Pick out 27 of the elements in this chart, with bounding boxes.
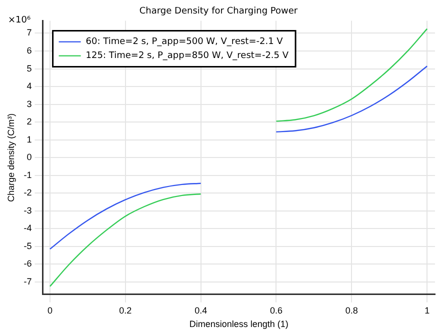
y-tick-label: 5 [26, 63, 32, 74]
y-tick-label: 2 [26, 116, 32, 127]
y-tick-label: 0 [26, 152, 32, 162]
y-tick-label: -3 [24, 205, 32, 216]
y-tick-label: -5 [24, 240, 32, 251]
y-tick-label: 4 [26, 81, 32, 92]
y-tick-label: -6 [24, 258, 32, 269]
x-tick-label: 0.2 [119, 305, 132, 316]
x-axis-title: Dimensionless length (1) [189, 319, 288, 330]
x-tick-label: 0.6 [270, 305, 282, 316]
y-tick-label: 7 [26, 28, 32, 38]
chart-title: Charge Density for Charging Power [139, 6, 298, 17]
legend-label: 125: Time=2 s, P_app=850 W, V_rest=-2.5 V [86, 51, 290, 62]
y-tick-label: -1 [24, 170, 32, 180]
legend-label: 60: Time=2 s, P_app=500 W, V_rest=-2.1 V [86, 37, 284, 48]
y-tick-label: 3 [26, 98, 32, 109]
text: ×10⁶ [8, 16, 31, 26]
y-tick-label: -4 [24, 223, 32, 234]
y-tick-label: -2 [24, 188, 32, 198]
x-tick-label: 1 [424, 305, 430, 316]
y-axis-title: Charge density (C/m³) [6, 113, 16, 202]
x-tick-label: 0.8 [345, 305, 358, 316]
x-tick-label: 0.4 [194, 305, 208, 316]
y-tick-label: -7 [24, 276, 32, 286]
y-tick-label: 1 [26, 134, 32, 144]
y-tick-label: 6 [26, 45, 32, 56]
x-tick-label: 0 [47, 305, 52, 316]
